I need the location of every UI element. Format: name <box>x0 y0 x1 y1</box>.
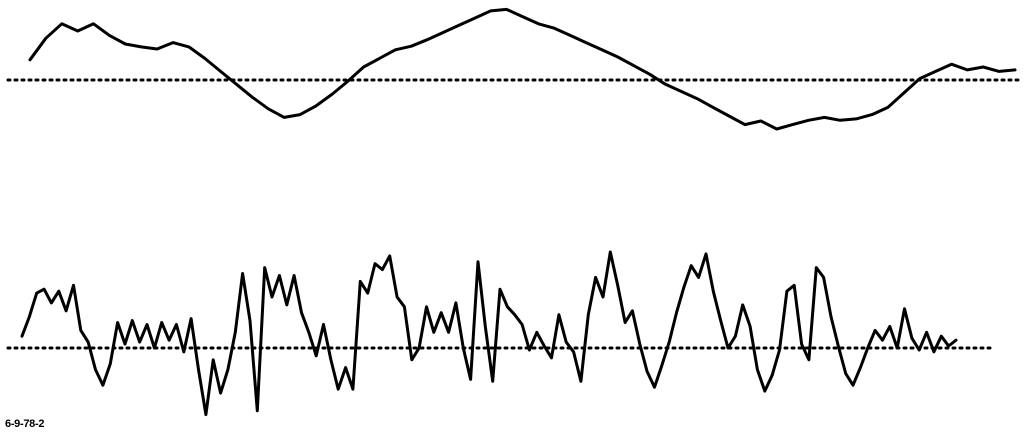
figure-code-label: 6-9-78-2 <box>5 418 45 430</box>
lower-waveform-trace <box>20 250 958 417</box>
upper-waveform-panel <box>6 7 1024 131</box>
lower-waveform-panel <box>6 250 992 417</box>
upper-waveform-trace <box>28 7 1017 131</box>
